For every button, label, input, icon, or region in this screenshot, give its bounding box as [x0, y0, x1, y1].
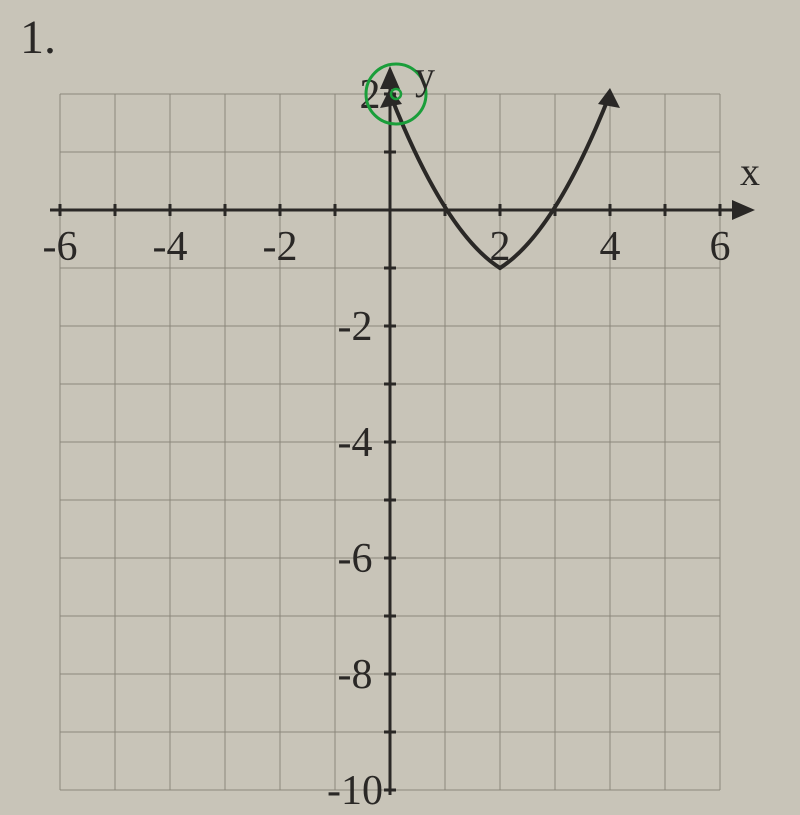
svg-text:x: x: [740, 149, 760, 194]
chart-svg: -6-4-22462-2-4-6-8-10 yx: [40, 40, 780, 810]
chart: -6-4-22462-2-4-6-8-10 yx: [40, 40, 780, 810]
svg-text:-2: -2: [263, 224, 298, 270]
svg-text:-6: -6: [43, 224, 78, 270]
svg-text:-2: -2: [338, 304, 373, 350]
svg-text:-4: -4: [338, 420, 373, 466]
svg-text:-6: -6: [338, 536, 373, 582]
svg-text:y: y: [415, 53, 435, 98]
axes: [50, 66, 755, 795]
svg-text:-4: -4: [153, 224, 188, 270]
svg-text:6: 6: [710, 224, 731, 270]
svg-text:4: 4: [600, 224, 621, 270]
axis-labels: yx: [415, 53, 760, 194]
svg-text:-8: -8: [338, 652, 373, 698]
